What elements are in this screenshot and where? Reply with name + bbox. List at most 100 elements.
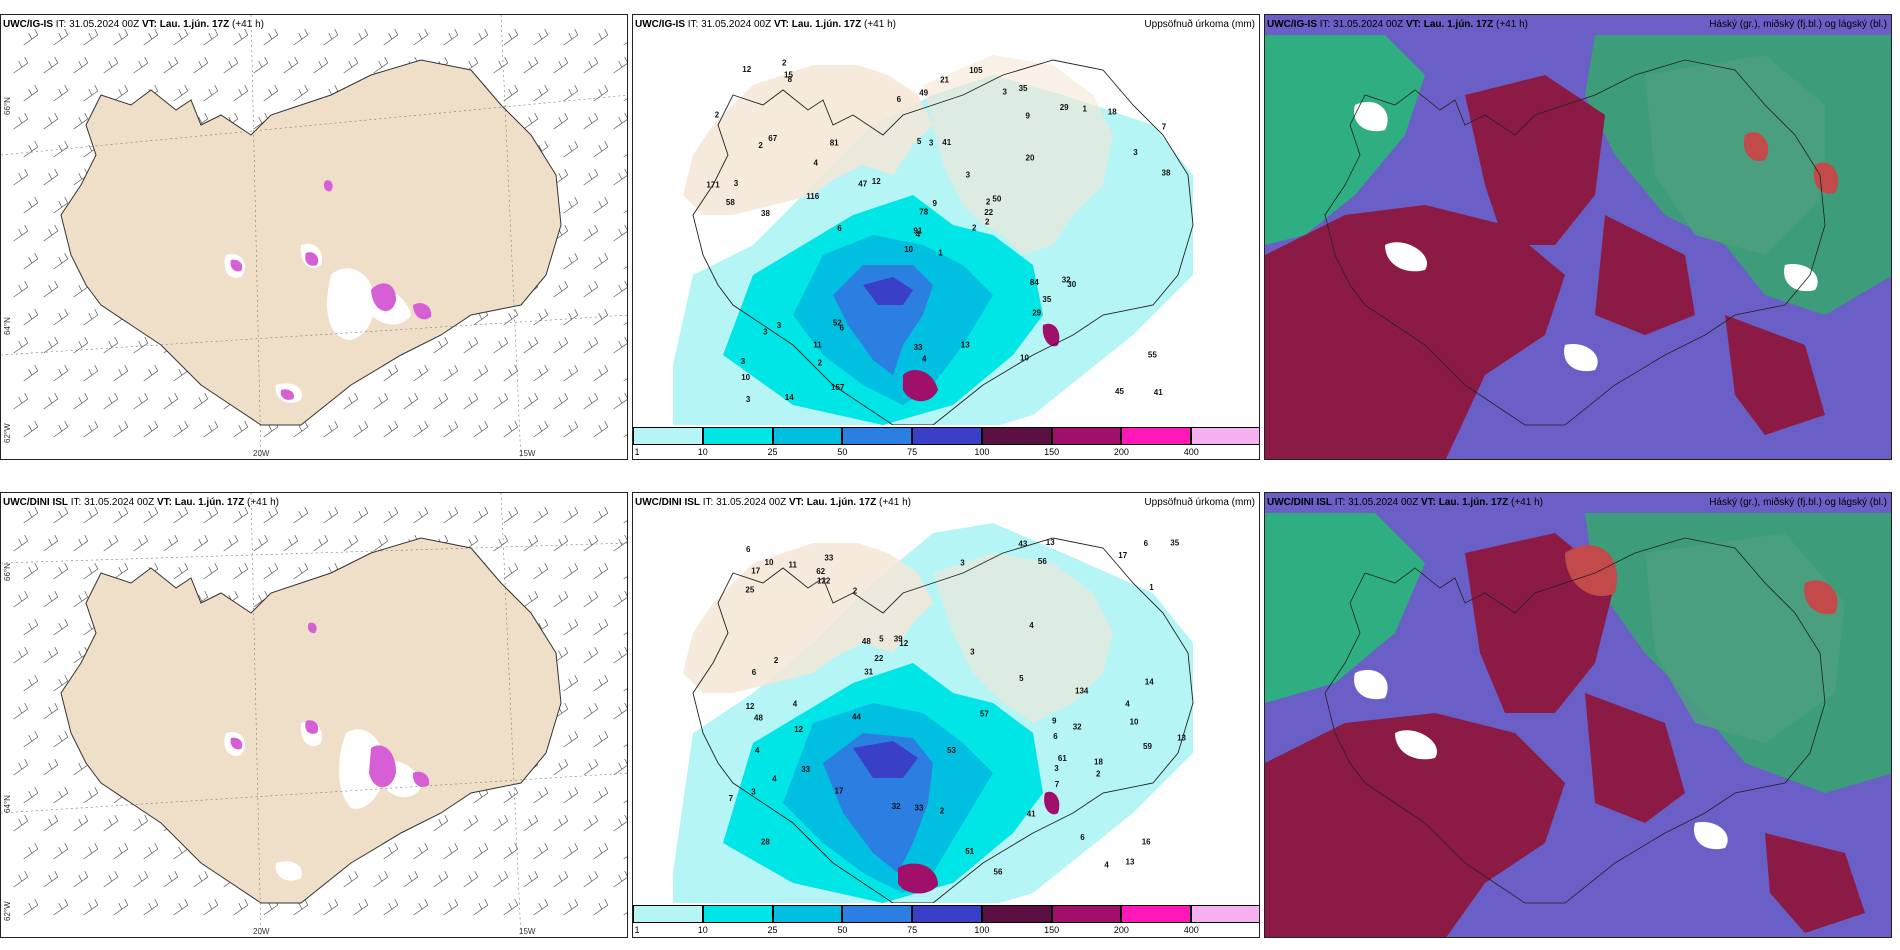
- wind-barb: [553, 814, 569, 832]
- wind-barb: [473, 28, 489, 46]
- wind-barb: [623, 322, 627, 326]
- colorbar-segment: [633, 905, 703, 923]
- precip-value-label: 33: [824, 554, 833, 563]
- wind-barb: [23, 140, 39, 158]
- colorbar-segment: [1051, 905, 1122, 923]
- precip-value-label: 25: [745, 586, 754, 595]
- precip-value-label: 171: [706, 180, 720, 189]
- panel-right-title: Uppsöfnuð úrkoma (mm): [1144, 19, 1255, 30]
- wind-barb: [563, 674, 579, 692]
- wind-barb: [413, 28, 429, 46]
- wind-barb: [563, 730, 579, 748]
- wind-barb: [193, 534, 209, 552]
- wind-barb: [233, 562, 249, 580]
- colorbar-tick-label: 100: [974, 925, 990, 935]
- wind-barb: [463, 814, 479, 832]
- wind-barb: [173, 420, 189, 438]
- wind-barb: [463, 870, 479, 888]
- wind-barb: [593, 562, 609, 580]
- precip-value-label: 6: [1144, 539, 1149, 548]
- colorbar-segment: [772, 905, 843, 923]
- wind-barb: [23, 898, 39, 916]
- wind-barb: [563, 140, 579, 158]
- wind-barb: [323, 28, 339, 46]
- colorbar-segment: [1121, 905, 1192, 923]
- wind-barb: [443, 506, 459, 524]
- wind-barb: [593, 252, 609, 270]
- precip-value-label: 12: [746, 702, 755, 711]
- wind-barb: [163, 534, 179, 552]
- precip-value-label: 3: [966, 170, 971, 179]
- wind-barb: [523, 870, 539, 888]
- precip-value-label: 13: [961, 340, 970, 349]
- wind-barb: [83, 420, 99, 438]
- wind-barb: [83, 28, 99, 46]
- precip-value-label: 15: [784, 71, 793, 80]
- precip-value-label: 10: [741, 373, 750, 382]
- precip-value-label: 44: [852, 713, 861, 722]
- precip-value-label: 2: [853, 587, 858, 596]
- precip-value-label: 6: [1053, 732, 1058, 741]
- precip-value-label: 41: [942, 138, 951, 147]
- wind-barb: [443, 842, 459, 860]
- wind-barb: [133, 392, 149, 410]
- wind-barb: [163, 870, 179, 888]
- wind-barb: [503, 420, 519, 438]
- wind-barb: [553, 534, 569, 552]
- wind-barb: [13, 814, 29, 832]
- precip-value-label: 20: [1026, 154, 1035, 163]
- precip-value-label: 4: [1104, 860, 1109, 869]
- precip-value-label: 43: [1018, 539, 1027, 548]
- wind-barb: [53, 140, 69, 158]
- wind-barb: [113, 842, 129, 860]
- wind-barb: [623, 266, 627, 270]
- wind-barb: [613, 336, 627, 354]
- precip-value-label: 6: [897, 95, 902, 104]
- lat-label-66: 66°N: [3, 563, 12, 581]
- wind-barb: [623, 800, 627, 804]
- wind-barb: [283, 56, 299, 74]
- wind-barb: [583, 590, 599, 608]
- precip-value-label: 2: [774, 656, 779, 665]
- wind-barb: [73, 814, 89, 832]
- wind-barb: [523, 590, 539, 608]
- wind-barb: [293, 562, 309, 580]
- colorbar-tick-label: 200: [1113, 447, 1129, 457]
- wind-barb: [53, 84, 69, 102]
- precip-value-label: 21: [940, 76, 949, 85]
- wind-map: [1, 493, 627, 937]
- precip-value-label: 4: [916, 230, 921, 239]
- wind-barb: [23, 562, 39, 580]
- wind-barb: [493, 336, 509, 354]
- precip-value-label: 17: [1118, 551, 1127, 560]
- wind-barb: [163, 392, 179, 410]
- wind-barb: [623, 912, 627, 916]
- wind-barb: [503, 842, 519, 860]
- wind-barb: [623, 378, 627, 382]
- wind-barb: [23, 674, 39, 692]
- precip-map: 6102833126356485625121716321453573933351…: [673, 523, 1194, 923]
- panel-title: UWC/DINI ISL IT: 31.05.2024 00Z VT: Lau.…: [3, 497, 279, 508]
- wind-barb: [403, 392, 419, 410]
- colorbar-tick-label: 25: [767, 447, 778, 457]
- panel-title: UWC/IG-IS IT: 31.05.2024 00Z VT: Lau. 1.…: [3, 19, 264, 30]
- wind-barb: [43, 224, 59, 242]
- wind-barb: [623, 210, 627, 214]
- wind-barb: [13, 758, 29, 776]
- wind-barb: [533, 898, 549, 916]
- panel-title: UWC/IG-IS IT: 31.05.2024 00Z VT: Lau. 1.…: [1267, 19, 1528, 30]
- precip-value-label: 12: [794, 725, 803, 734]
- wind-barb: [53, 730, 69, 748]
- wind-barb: [373, 392, 389, 410]
- wind-barb: [503, 506, 519, 524]
- precip-value-label: 116: [806, 192, 819, 201]
- wind-barb: [83, 84, 99, 102]
- wind-barb: [563, 196, 579, 214]
- wind-barb: [103, 870, 119, 888]
- wind-barb: [583, 646, 599, 664]
- wind-barb: [613, 392, 627, 410]
- wind-barb: [13, 870, 29, 888]
- panel-right-title: Háský (gr.), miðský (fj.bl.) og lágský (…: [1709, 497, 1887, 508]
- wind-barb: [253, 56, 269, 74]
- wind-barb: [113, 506, 129, 524]
